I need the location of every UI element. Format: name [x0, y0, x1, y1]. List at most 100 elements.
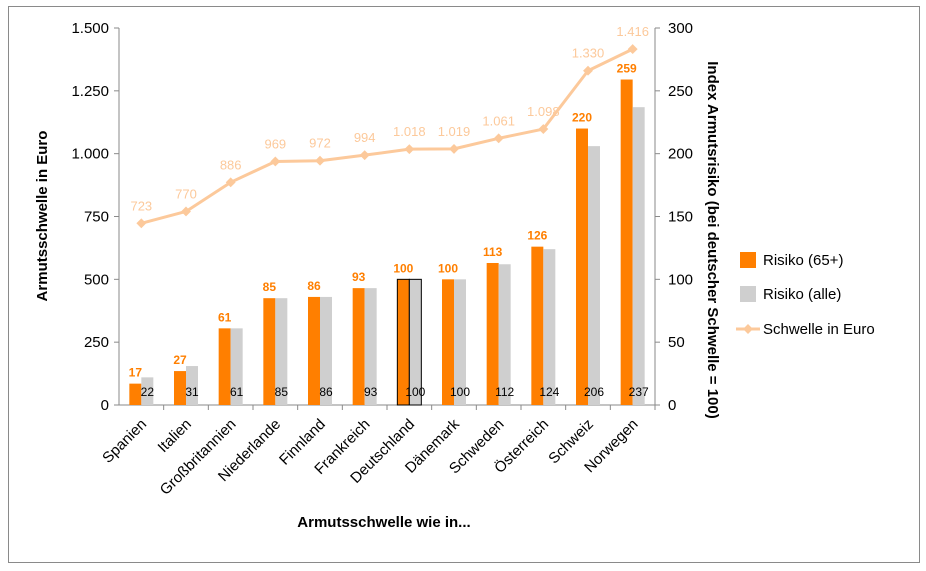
threshold-point: [359, 150, 370, 161]
threshold-point: [136, 218, 147, 229]
y-tick-label: 1.250: [71, 83, 109, 100]
label-risiko-alle: 100: [405, 385, 425, 399]
y2-axis-title: Index Armutsrisiko (bei deutscher Schwel…: [704, 61, 721, 419]
threshold-point: [583, 65, 593, 76]
bar-risiko-alle: [230, 328, 243, 405]
bar-risiko-alle: [275, 298, 288, 405]
label-risiko-alle: 61: [230, 385, 244, 399]
bar-risiko-65: [486, 262, 499, 405]
label-risiko-alle: 85: [275, 385, 289, 399]
label-risiko-alle: 206: [584, 385, 604, 399]
data-labels: 17 22 27 31 61 61 85 85 86 86 93 93 100 100 100 100 113 1…: [129, 24, 649, 399]
bar-risiko-65: [263, 298, 276, 405]
label-schwelle: 886: [220, 157, 242, 172]
threshold-point: [493, 133, 504, 144]
threshold-point: [315, 155, 325, 166]
label-schwelle: 1.019: [438, 124, 471, 139]
label-risiko-65: 113: [483, 245, 503, 259]
bar-risiko-65: [442, 279, 454, 405]
label-schwelle: 972: [309, 136, 331, 151]
bar-risiko-65: [576, 128, 588, 406]
y2-tick-label: 250: [668, 83, 693, 100]
label-risiko-65: 61: [218, 310, 232, 324]
bar-risiko-alle: [454, 279, 466, 405]
label-risiko-65: 17: [129, 366, 143, 380]
y2-tick-label: 200: [668, 146, 693, 163]
y2-tick-label: 50: [668, 334, 685, 351]
legend-label-schwelle: Schwelle in Euro: [763, 321, 875, 338]
y-tick-label: 250: [84, 334, 109, 351]
threshold-point: [627, 44, 638, 55]
bar-risiko-alle: [543, 249, 556, 405]
bar-risiko-65: [531, 246, 544, 405]
label-schwelle: 1.018: [393, 124, 426, 139]
bar-risiko-alle: [408, 278, 422, 406]
label-schwelle: 1.098: [527, 104, 560, 119]
label-schwelle: 1.061: [482, 113, 515, 128]
bar-risiko-65: [308, 296, 320, 405]
bar-risiko-65: [129, 383, 142, 405]
y-tick-label: 1.000: [71, 146, 109, 163]
y2-tick-label: 0: [668, 397, 676, 414]
threshold-point: [404, 144, 415, 155]
threshold-point: [181, 206, 191, 217]
legend-swatch-risiko-65: [740, 252, 756, 268]
legend-marker-schwelle: [743, 324, 753, 334]
y-axis-title: Armutsschwelle in Euro: [34, 131, 51, 302]
x-axis-title: Armutsschwelle wie in...: [297, 514, 470, 531]
y-tick-label: 750: [84, 209, 109, 226]
label-risiko-65: 93: [352, 270, 366, 284]
threshold-point: [225, 177, 236, 188]
y-tick-label: 0: [101, 397, 109, 414]
label-risiko-alle: 93: [364, 385, 378, 399]
threshold-point: [538, 124, 549, 134]
label-risiko-65: 86: [307, 279, 321, 293]
bar-risiko-65: [174, 371, 186, 405]
label-schwelle: 1.416: [616, 24, 649, 39]
label-risiko-65: 100: [438, 261, 458, 275]
bar-risiko-alle: [141, 377, 154, 405]
threshold-line: [136, 44, 638, 229]
y-tick-label: 1.500: [71, 20, 109, 37]
legend-label-risiko-alle: Risiko (alle): [763, 286, 841, 303]
bar-risiko-alle: [498, 264, 511, 405]
label-risiko-alle: 22: [141, 385, 155, 399]
y2-tick-label: 150: [668, 209, 693, 226]
label-risiko-65: 85: [263, 280, 277, 294]
y2-tick-label: 100: [668, 271, 693, 288]
bar-risiko-65: [620, 79, 633, 406]
bar-risiko-alle: [632, 107, 645, 406]
label-risiko-65: 220: [572, 111, 592, 125]
label-risiko-65: 100: [393, 261, 413, 275]
label-risiko-65: 259: [617, 62, 637, 76]
threshold-line-path: [140, 47, 634, 225]
legend-label-risiko-65: Risiko (65+): [763, 252, 843, 269]
legend-swatch-risiko-alle: [740, 286, 756, 302]
threshold-point: [449, 143, 459, 154]
label-risiko-alle: 237: [629, 385, 649, 399]
legend: Risiko (65+) Risiko (alle) Schwelle in Eur…: [736, 252, 875, 338]
threshold-point: [270, 156, 281, 167]
label-risiko-65: 27: [173, 353, 187, 367]
bar-risiko-alle: [588, 146, 600, 406]
label-risiko-alle: 86: [319, 385, 333, 399]
label-schwelle: 770: [175, 186, 197, 201]
label-risiko-alle: 31: [185, 385, 199, 399]
bar-risiko-alle: [186, 366, 198, 405]
x-tick-label: Spanien: [99, 416, 150, 467]
bar-risiko-alle: [320, 296, 332, 405]
bars: [129, 79, 645, 406]
y2-tick-label: 300: [668, 20, 693, 37]
bar-risiko-alle: [364, 288, 377, 405]
label-risiko-alle: 100: [450, 385, 470, 399]
bar-risiko-65: [352, 288, 365, 405]
label-risiko-alle: 112: [495, 385, 514, 399]
x-tick-label: Italien: [155, 416, 195, 456]
label-risiko-65: 126: [527, 229, 547, 243]
label-schwelle: 969: [264, 136, 286, 151]
label-schwelle: 723: [130, 198, 152, 213]
y-tick-label: 500: [84, 271, 109, 288]
label-schwelle: 1.330: [572, 46, 605, 61]
label-schwelle: 994: [354, 130, 376, 145]
